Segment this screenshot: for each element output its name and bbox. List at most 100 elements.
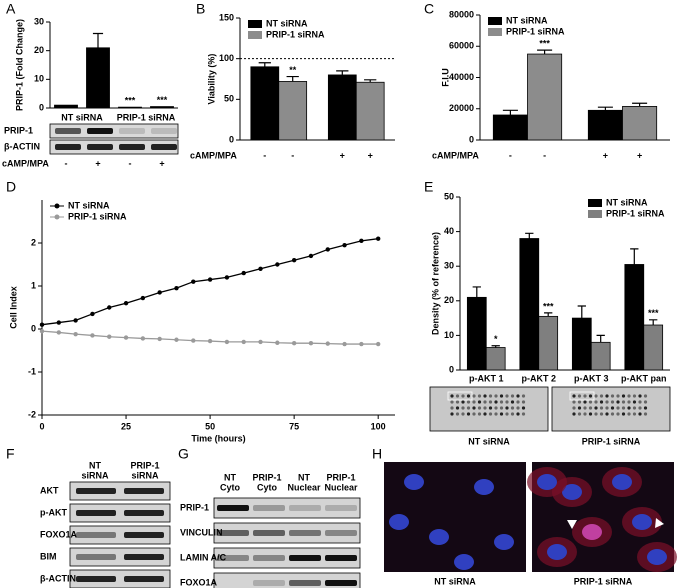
blot-dot — [516, 394, 520, 398]
blot-dot — [621, 400, 626, 404]
dot-blot — [429, 386, 549, 432]
x-tick-label: p-AKT 2 — [522, 373, 557, 383]
x-tick-label: + — [637, 150, 642, 160]
nucleus — [429, 529, 449, 545]
blot-dot — [621, 412, 626, 416]
blot-strip — [69, 525, 171, 545]
blot-strip — [69, 503, 171, 523]
nucleus — [547, 544, 567, 560]
blot-band — [151, 128, 177, 134]
point — [107, 334, 112, 339]
bar — [492, 114, 528, 141]
x-tick-label: 0 — [39, 421, 44, 431]
point — [359, 238, 364, 244]
x-tick-label: - — [291, 150, 294, 160]
blot-dot — [577, 406, 582, 410]
blot-dot — [632, 412, 637, 416]
blot-dot — [521, 400, 526, 404]
blot-dot — [594, 400, 598, 404]
error-bar — [596, 334, 605, 343]
point — [123, 335, 129, 340]
blot-band — [253, 530, 285, 536]
point — [90, 311, 95, 317]
blot-strip — [213, 522, 361, 544]
x-tick-label: + — [159, 158, 164, 168]
row-label: cAMP/MPA — [432, 150, 479, 160]
blot-band — [124, 510, 164, 516]
x-tick-label: + — [95, 158, 100, 168]
blot-band — [289, 555, 321, 561]
point — [375, 341, 381, 347]
blot-dot — [455, 400, 460, 404]
blot-band — [253, 505, 285, 511]
blot-dot — [516, 406, 520, 410]
group-label: NT siRNA — [61, 112, 103, 122]
blot-dot — [588, 400, 593, 404]
blot-strip — [49, 139, 179, 155]
blot-dot — [472, 400, 476, 404]
blot-dot — [516, 400, 520, 404]
panel-label: F — [6, 446, 15, 462]
y-tick-label: -1 — [28, 366, 36, 376]
y-tick-label: 100 — [219, 53, 234, 63]
legend-label: NT siRNA — [266, 18, 308, 28]
blot-dot — [505, 394, 509, 398]
point — [56, 320, 62, 325]
nucleus — [494, 534, 514, 550]
blot-dot — [516, 412, 520, 416]
y-tick-label: 10 — [34, 74, 44, 84]
blot-dot — [610, 412, 615, 416]
blot-dot — [638, 412, 642, 416]
panel-label: C — [424, 1, 434, 17]
error-bar — [630, 248, 639, 265]
dot-blot — [551, 386, 671, 432]
x-tick-label: 100 — [371, 421, 386, 431]
point — [241, 339, 246, 345]
error-bar — [544, 312, 553, 317]
blot-band — [76, 510, 116, 516]
blot-dot — [466, 406, 471, 410]
blot-row-label: p-AKT — [40, 507, 67, 517]
y-tick-label: 50 — [444, 191, 454, 201]
blot-band — [289, 580, 321, 586]
y-tick-label: 60000 — [449, 41, 474, 51]
blot-row-label: FOXO1A — [180, 577, 218, 587]
x-tick-label: - — [263, 150, 266, 160]
point — [207, 277, 213, 282]
legend-swatch — [248, 31, 262, 39]
bar — [327, 74, 357, 141]
blot-dot — [610, 406, 615, 410]
y-axis-label: F.I.U — [440, 68, 450, 87]
y-tick-label: 30 — [444, 261, 454, 271]
legend-swatch — [588, 199, 602, 207]
image-caption: PRIP-1 siRNA — [574, 576, 633, 586]
blot-dot — [494, 412, 498, 416]
column-label: PRIP-1 — [252, 472, 281, 482]
blot-band — [325, 505, 357, 511]
bar — [355, 81, 385, 141]
column-label: siRNA — [131, 470, 159, 480]
blot-dot — [450, 394, 454, 398]
point — [157, 290, 162, 295]
blot-band — [217, 505, 249, 511]
x-tick-label: - — [543, 150, 546, 160]
blot-dot — [599, 412, 604, 416]
point — [140, 295, 146, 301]
bar — [624, 264, 645, 371]
column-label: Nuclear — [287, 482, 321, 492]
blot-dot — [450, 412, 454, 416]
blot-dot — [627, 406, 631, 410]
significance: * — [494, 334, 498, 344]
blot-band — [76, 554, 116, 560]
blot-dot — [638, 394, 642, 398]
arrowhead — [655, 518, 664, 528]
x-tick-label: - — [129, 158, 132, 168]
blot-dot — [594, 406, 598, 410]
blot-dot — [583, 406, 587, 410]
blot-dot — [466, 394, 471, 398]
blot-strip — [69, 547, 171, 567]
nucleus — [612, 474, 632, 490]
blot-dot — [577, 412, 582, 416]
blot-dot — [483, 412, 487, 416]
error-bar — [577, 305, 586, 319]
